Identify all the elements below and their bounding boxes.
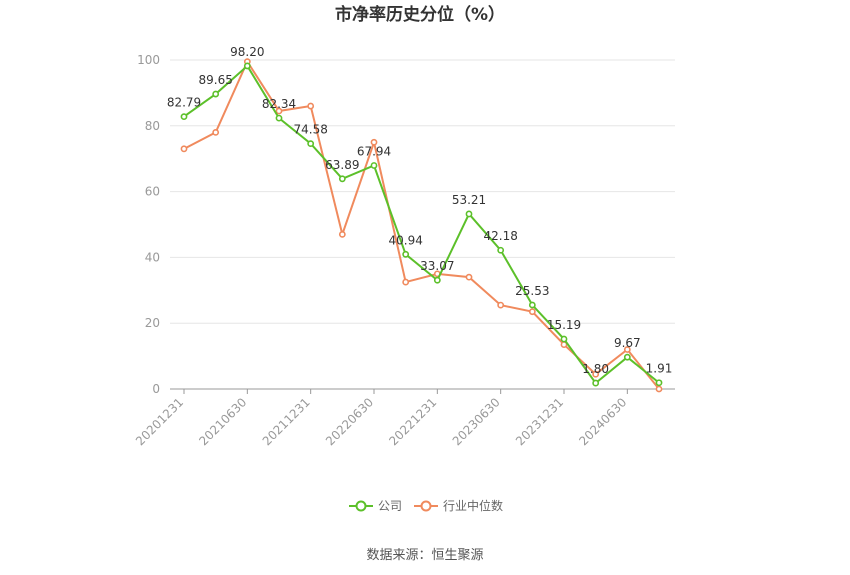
data-label: 1.80: [582, 362, 609, 376]
series-point-1: [180, 145, 188, 153]
series-point-1: [465, 273, 473, 281]
series-layer: [180, 58, 663, 393]
x-tick-label: 20231231: [513, 395, 566, 448]
series-point-0: [307, 140, 315, 148]
data-label: 40.94: [388, 233, 422, 247]
source-text: 数据来源：恒生聚源: [366, 548, 483, 563]
series-point-0: [465, 210, 473, 218]
legend-marker: [355, 500, 367, 512]
y-tick-label: 80: [145, 119, 160, 133]
series-point-1: [528, 308, 536, 316]
chart-title: 市净率历史分位（%）: [335, 4, 505, 25]
series-point-1: [370, 138, 378, 146]
data-label: 63.89: [325, 158, 359, 172]
series-point-1: [212, 128, 220, 136]
series-point-0: [243, 62, 251, 70]
series-point-1: [275, 107, 283, 115]
series-point-1: [623, 346, 631, 353]
legend: 公司 行业中位数: [349, 498, 503, 513]
series-line-1: [183, 59, 660, 390]
legend-marker: [420, 500, 432, 512]
series-point-1: [497, 301, 505, 309]
x-tick-label: 20201231: [133, 395, 186, 448]
data-label: 9.67: [614, 336, 641, 350]
series-point-0: [402, 250, 410, 258]
x-tick-label: 20240630: [576, 395, 629, 448]
x-tick-label: 20220630: [323, 395, 376, 448]
data-label: 74.58: [293, 123, 327, 137]
y-tick-label: 40: [145, 250, 160, 264]
x-tick-label: 20221231: [386, 395, 439, 448]
series-point-1: [338, 230, 346, 238]
data-label: 33.07: [420, 259, 454, 273]
series-point-0: [528, 301, 536, 309]
series-point-0: [433, 276, 441, 284]
data-label: 98.20: [230, 45, 264, 59]
series-point-1: [592, 370, 600, 378]
data-label: 42.18: [483, 229, 517, 243]
y-tick-label: 60: [145, 185, 160, 199]
data-label: 67.94: [357, 144, 391, 158]
x-tick-label: 20230630: [450, 395, 503, 448]
series-point-1: [402, 278, 410, 286]
series-point-0: [212, 90, 220, 98]
grid: [170, 59, 675, 324]
x-tick-label: 20210630: [196, 395, 249, 448]
series-point-0: [497, 246, 505, 254]
series-point-1: [655, 385, 663, 393]
data-label: 82.34: [262, 97, 296, 111]
series-point-0: [180, 113, 188, 121]
series-point-0: [370, 162, 378, 169]
data-label: 89.65: [198, 73, 232, 87]
series-point-0: [338, 175, 346, 183]
legend-label: 行业中位数: [443, 498, 503, 513]
data-label: 15.19: [547, 318, 581, 332]
x-tick-label: 20211231: [260, 395, 313, 448]
series-point-1: [307, 102, 315, 110]
series-point-0: [623, 353, 631, 361]
y-tick-label: 0: [152, 382, 160, 396]
legend-label: 公司: [378, 499, 402, 513]
series-line-0: [183, 64, 660, 385]
data-label: 25.53: [515, 284, 549, 298]
series-point-0: [655, 379, 663, 387]
y-tick-label: 100: [137, 53, 160, 67]
series-point-0: [560, 335, 568, 343]
data-label: 82.79: [167, 96, 201, 110]
data-label: 53.21: [452, 193, 486, 207]
data-label: 1.91: [646, 362, 673, 376]
series-point-0: [275, 114, 283, 122]
series-point-0: [592, 379, 600, 387]
y-tick-label: 20: [145, 316, 160, 330]
